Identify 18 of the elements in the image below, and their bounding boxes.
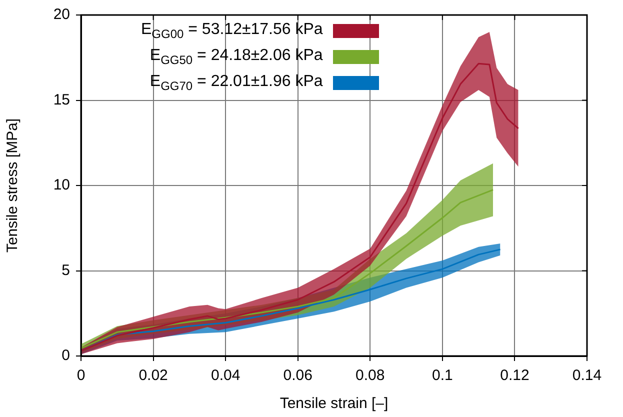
- y-tick-label: 0: [62, 347, 70, 364]
- y-tick-label: 20: [53, 6, 70, 24]
- x-tick-label: 0.08: [356, 367, 385, 384]
- x-tick-label: 0: [76, 367, 86, 384]
- x-tick-label: 0.14: [572, 367, 602, 384]
- y-tick-label: 15: [53, 91, 70, 108]
- legend-label: E$_{GG00}$ = 53.12±17.56 kPa: [141, 20, 323, 42]
- x-axis-title: Tensile strain [–]: [280, 395, 388, 412]
- x-tick-label: 0.06: [283, 367, 312, 384]
- y-tick-label: 10: [53, 176, 70, 194]
- x-tick-label: 0.1: [432, 367, 453, 384]
- x-tick-label: 0.04: [210, 367, 240, 384]
- legend-label: E$_{GG70}$ = 22.01±1.96 kPa: [150, 72, 323, 94]
- y-axis-title: Tensile stress [MPa]: [4, 118, 22, 253]
- x-tick-label: 0.12: [500, 367, 530, 384]
- legend-label: E$_{GG50}$ = 24.18±2.06 kPa: [150, 46, 323, 68]
- x-tick-label: 0.02: [138, 367, 168, 384]
- y-tick-label: 5: [62, 262, 70, 279]
